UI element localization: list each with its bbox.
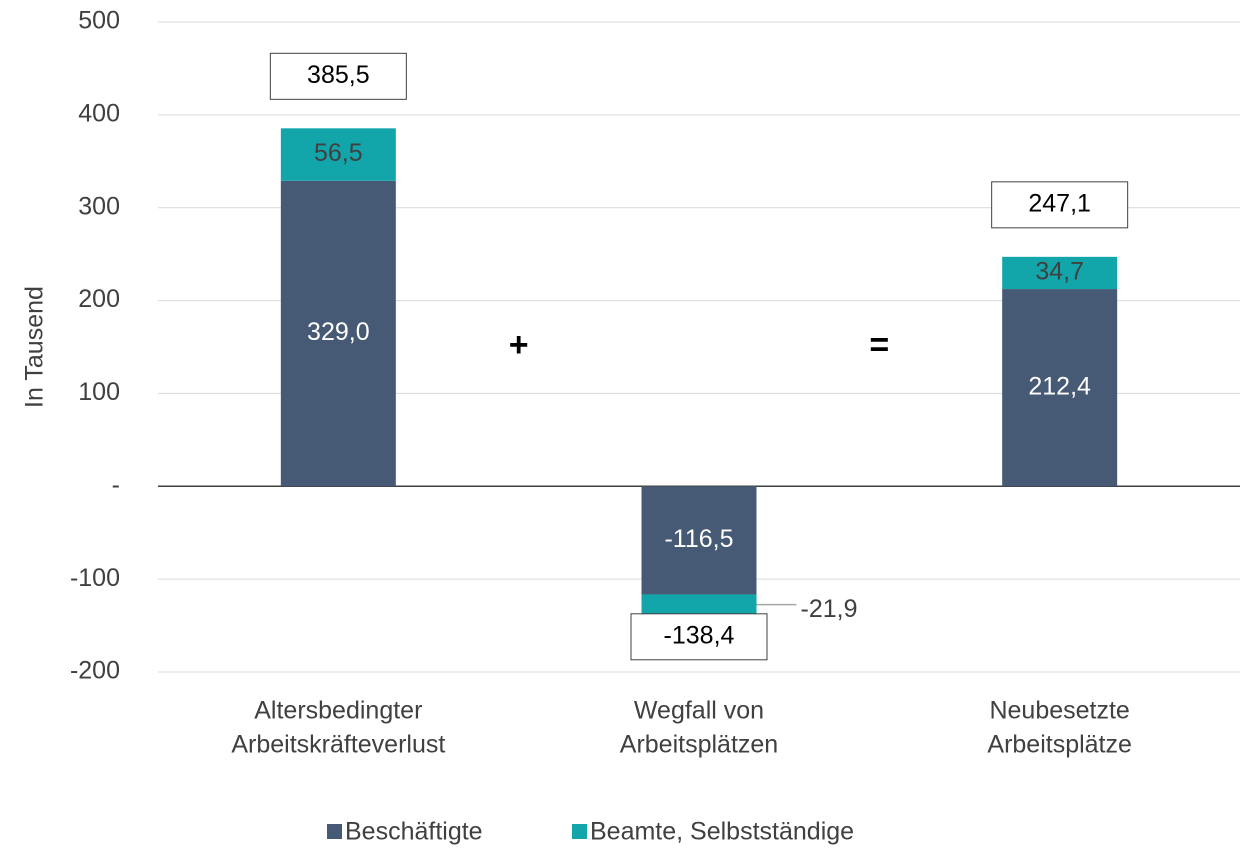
y-tick-label: -200 xyxy=(70,657,120,685)
bar-segment xyxy=(641,594,757,615)
operator: + xyxy=(509,326,529,364)
data-label: 329,0 xyxy=(307,318,370,346)
legend-swatch xyxy=(572,824,587,839)
y-tick-label: 300 xyxy=(78,192,120,220)
bar-segment xyxy=(641,486,757,595)
y-tick-label: - xyxy=(112,471,120,499)
x-tick-label: Neubesetzte xyxy=(989,697,1129,725)
total-label: -138,4 xyxy=(664,621,735,649)
y-tick-label: 500 xyxy=(78,7,120,35)
x-tick-label: Arbeitsplätzen xyxy=(620,731,778,759)
x-tick-label: Altersbedingter xyxy=(254,697,422,725)
total-box xyxy=(269,52,407,100)
legend-swatch xyxy=(327,824,342,839)
bar-segment xyxy=(1002,289,1118,487)
x-tick-label: Arbeitskräfteverlust xyxy=(231,731,445,759)
x-tick-label: Wegfall von xyxy=(634,697,764,725)
legend-label: Beamte, Selbstständige xyxy=(590,818,854,846)
data-label: -21,9 xyxy=(801,595,858,623)
x-tick-label: Arbeitsplätze xyxy=(987,731,1132,759)
data-label: 56,5 xyxy=(314,139,363,167)
y-tick-label: 200 xyxy=(78,285,120,313)
bar-segment xyxy=(280,180,396,487)
data-label: 34,7 xyxy=(1035,258,1084,286)
y-axis-label: In Tausend xyxy=(21,286,49,408)
y-tick-label: 400 xyxy=(78,99,120,127)
y-tick-label: 100 xyxy=(78,378,120,406)
y-tick-label: -100 xyxy=(70,564,120,592)
data-label: 212,4 xyxy=(1028,372,1091,400)
bar-segment xyxy=(1002,256,1118,290)
legend-label: Beschäftigte xyxy=(345,818,483,846)
data-label: -116,5 xyxy=(664,525,733,553)
total-box xyxy=(630,613,768,661)
operator: = xyxy=(869,326,889,364)
bar-segment xyxy=(280,128,396,181)
total-label: 385,5 xyxy=(307,61,370,89)
total-box xyxy=(991,181,1129,229)
total-label: 247,1 xyxy=(1028,189,1091,217)
